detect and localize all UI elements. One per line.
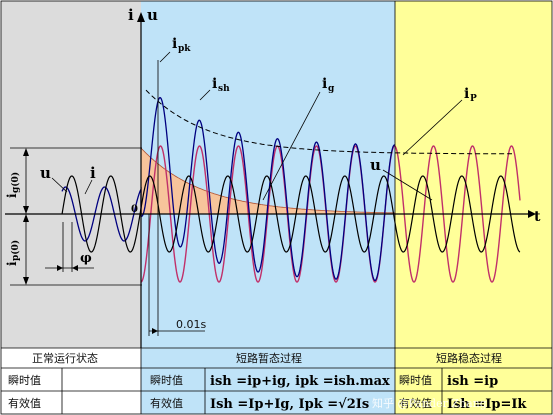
row2-label: 有效值	[8, 396, 41, 410]
svg-text:i: i	[5, 261, 19, 266]
table-transient-bg	[141, 348, 395, 414]
ipk-leader	[159, 51, 171, 63]
steady-region	[395, 1, 552, 348]
normal-header: 正常运行状态	[32, 351, 98, 365]
ig0-arrow-top	[23, 148, 29, 156]
time-axis-arrow	[528, 210, 536, 218]
steady-formula-rms: Ish =Ip=Ik	[447, 397, 527, 412]
transient-formula-rms: Ish =Ip+Ig, Ipk =√2Is	[210, 397, 369, 412]
watermark: 知乎 @Pander Zhang	[372, 396, 487, 410]
ip0-arrow-bottom	[23, 277, 29, 285]
i-left-leader	[84, 179, 93, 195]
ish-label: i sh	[212, 76, 230, 94]
i-left-label: i	[90, 164, 96, 182]
ip-label: i P	[464, 86, 477, 104]
axis-label-t: t	[534, 209, 541, 225]
ig0-arrow-bottom	[23, 206, 29, 214]
svg-text:p(0): p(0)	[10, 240, 21, 261]
ish-leader	[199, 89, 211, 101]
ip0-arrow-top	[23, 214, 29, 222]
svg-text:i: i	[172, 36, 177, 52]
ish-envelope-dashed	[145, 89, 512, 155]
svg-text:g(0): g(0)	[10, 172, 21, 193]
table-normal-bg	[1, 348, 141, 414]
steady-header: 短路稳态过程	[436, 351, 502, 365]
transient-header: 短路暂态过程	[236, 351, 302, 365]
t001-label: 0.01s	[176, 318, 206, 331]
ip0-label: i p(0)	[5, 240, 21, 266]
phi-label: φ	[80, 251, 92, 266]
normal-region	[1, 1, 141, 348]
steady-formula-instant: ish =ip	[447, 374, 498, 389]
phi-arrow-b	[72, 265, 78, 271]
svg-text:i: i	[212, 76, 217, 92]
axis-label-i: i	[128, 6, 134, 24]
svg-text:sh: sh	[218, 84, 230, 94]
vertical-axis-arrow	[137, 12, 145, 22]
axis-label-u: u	[147, 6, 158, 24]
table-steady-bg	[395, 348, 552, 414]
origin-label: 0	[131, 204, 138, 215]
steady-row1-label: 瞬时值	[399, 374, 432, 387]
transient-row1-label: 瞬时值	[150, 374, 183, 387]
u-left-leader	[51, 177, 68, 193]
svg-text:i: i	[322, 76, 327, 92]
transient-formula-instant: ish =ip+ig, ipk =ish.max	[210, 374, 390, 389]
ig-label: i g	[322, 76, 335, 94]
u-right-leader	[382, 169, 433, 201]
ip-leader	[402, 99, 463, 156]
t001-arrow	[152, 328, 158, 334]
svg-text:g: g	[328, 84, 335, 94]
row1-label: 瞬时值	[8, 374, 41, 387]
transient-row2-label: 有效值	[150, 396, 183, 410]
svg-text:P: P	[470, 94, 477, 104]
transient-region	[141, 1, 395, 348]
u-right-label: u	[370, 156, 381, 174]
svg-text:pk: pk	[178, 44, 191, 54]
ig0-label: i g(0)	[5, 172, 21, 198]
svg-text:i: i	[5, 193, 19, 198]
i-total-current-curve	[61, 96, 396, 282]
u-voltage-curve	[61, 175, 521, 253]
u-left-label: u	[40, 164, 51, 182]
phi-arrow-a	[57, 265, 63, 271]
steady-row2-label: 有效值	[399, 396, 432, 410]
svg-text:i: i	[464, 86, 469, 102]
ipk-label: i pk	[172, 36, 191, 54]
ig-leader	[262, 91, 321, 201]
